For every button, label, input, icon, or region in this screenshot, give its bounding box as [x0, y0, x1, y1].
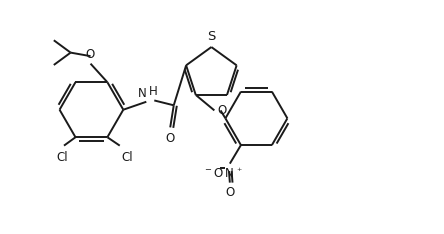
Text: Cl: Cl: [56, 151, 68, 164]
Text: Cl: Cl: [122, 151, 133, 164]
Text: N: N: [138, 88, 147, 100]
Text: $^-$O: $^-$O: [203, 167, 225, 180]
Text: O: O: [218, 104, 227, 117]
Text: $^+$: $^+$: [235, 167, 242, 176]
Text: O: O: [166, 132, 175, 145]
Text: N: N: [225, 167, 234, 180]
Text: O: O: [86, 48, 95, 61]
Text: S: S: [207, 30, 216, 43]
Text: H: H: [149, 85, 157, 98]
Text: O: O: [225, 186, 234, 199]
